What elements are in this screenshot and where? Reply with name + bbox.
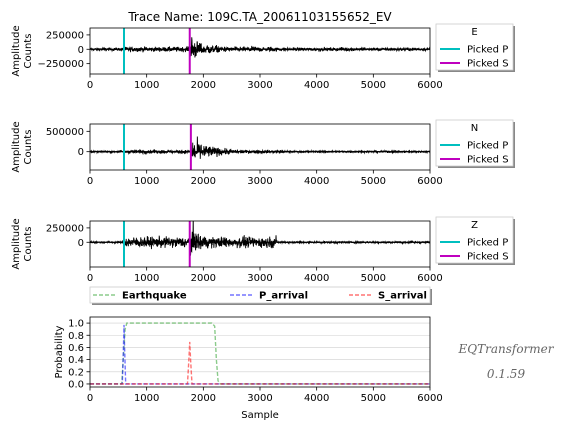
y-axis-label: Amplitude: [11, 121, 22, 172]
y-tick-label: 250000: [46, 223, 84, 234]
x-tick-label: 4000: [304, 393, 329, 404]
y-tick-label: 0.4: [68, 355, 84, 366]
x-tick-label: 4000: [304, 176, 329, 187]
legend-title: E: [471, 27, 477, 38]
panel-probability: 0 1000 2000 3000 4000 5000 6000 1.00.80.60.40.2…: [54, 286, 443, 421]
x-tick-label: 3000: [247, 273, 272, 284]
legend-title: N: [471, 123, 478, 134]
brand-name: EQTransformer: [458, 342, 555, 356]
x-tick-label: 1000: [134, 273, 159, 284]
y-tick-label: 0.0: [68, 379, 84, 390]
x-tick-label: 6000: [417, 80, 442, 91]
legend-label: S_arrival: [378, 291, 427, 302]
x-tick-label: 2000: [191, 393, 216, 404]
legend-label: Earthquake: [122, 291, 187, 302]
y-tick-label: 1.0: [68, 319, 84, 330]
x-tick-label: 0: [87, 393, 93, 404]
y-axis-label: Amplitude: [11, 218, 22, 269]
x-tick-label: 6000: [417, 176, 442, 187]
x-tick-label: 1000: [134, 393, 159, 404]
y-tick-label: −250000: [37, 59, 84, 70]
y-tick-label: 0: [78, 238, 84, 249]
x-tick-label: 3000: [247, 393, 272, 404]
legend-label: Picked P: [467, 141, 508, 152]
x-tick-label: 0: [87, 273, 93, 284]
x-tick-label: 3000: [247, 176, 272, 187]
legend-label: Picked S: [467, 59, 509, 70]
plot-area: [90, 124, 430, 170]
y-axis-label: Counts: [23, 34, 34, 69]
x-tick-label: 2000: [191, 176, 216, 187]
chart-title: Trace Name: 109C.TA_20061103155652_EV: [127, 10, 392, 24]
y-tick-label: 0.6: [68, 343, 84, 354]
x-tick-label: 0: [87, 176, 93, 187]
plot-area: [90, 322, 430, 385]
y-tick-label: 0.2: [68, 367, 84, 378]
y-tick-label: 250000: [46, 30, 84, 41]
legend-label: P_arrival: [259, 291, 308, 302]
y-axis-label: Probability: [54, 325, 65, 378]
x-axis-label: Sample: [241, 410, 279, 421]
x-tick-label: 5000: [361, 393, 386, 404]
waveform-trace: [90, 136, 430, 159]
x-tick-label: 6000: [417, 393, 442, 404]
x-tick-label: 6000: [417, 273, 442, 284]
x-tick-label: 4000: [304, 80, 329, 91]
series-line-earthquake: [90, 322, 430, 385]
x-tick-label: 5000: [361, 80, 386, 91]
legend-label: Picked P: [467, 238, 508, 249]
y-tick-label: 0.8: [68, 331, 84, 342]
waveform-trace: [90, 37, 430, 58]
y-tick-label: 500000: [46, 127, 84, 138]
x-tick-label: 2000: [191, 80, 216, 91]
x-tick-label: 5000: [361, 273, 386, 284]
axes-frame: [89, 316, 431, 388]
y-axis-label: Counts: [23, 130, 34, 165]
x-tick-label: 1000: [134, 176, 159, 187]
y-axis-label: Amplitude: [11, 25, 22, 76]
x-tick-label: 5000: [361, 176, 386, 187]
legend-box: [89, 286, 431, 304]
y-tick-label: 0: [78, 45, 84, 56]
y-axis-label: Counts: [23, 227, 34, 262]
legend-label: Picked P: [467, 45, 508, 56]
legend-label: Picked S: [467, 155, 509, 166]
x-tick-label: 0: [87, 80, 93, 91]
plot-area: [90, 28, 430, 74]
series-line-p_arrival: [90, 324, 430, 385]
plot-area: [90, 221, 430, 267]
y-tick-label: 0: [78, 147, 84, 158]
legend-title: Z: [471, 220, 478, 231]
axes-frame: [89, 123, 431, 171]
panel-n: 0 1000 2000 3000 4000 5000 6000 500000 0 Amplitud…: [11, 119, 515, 187]
x-tick-label: 3000: [247, 80, 272, 91]
brand-version: 0.1.59: [487, 367, 526, 381]
x-tick-label: 1000: [134, 80, 159, 91]
x-tick-label: 2000: [191, 273, 216, 284]
legend-label: Picked S: [467, 252, 509, 263]
panel-z: 0 1000 2000 3000 4000 5000 6000 250000 0 Amplitud…: [11, 216, 515, 284]
series-line-s_arrival: [90, 341, 430, 385]
panel-e: 0 1000 2000 3000 4000 5000 60002500000−250000A…: [11, 23, 515, 91]
x-tick-label: 4000: [304, 273, 329, 284]
